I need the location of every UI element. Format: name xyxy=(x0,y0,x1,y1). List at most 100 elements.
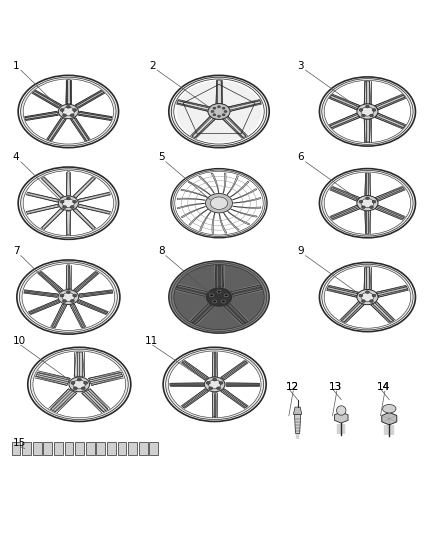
Ellipse shape xyxy=(222,300,226,303)
Polygon shape xyxy=(71,118,89,141)
Ellipse shape xyxy=(205,193,233,213)
Ellipse shape xyxy=(60,294,64,297)
Ellipse shape xyxy=(319,168,416,238)
Polygon shape xyxy=(219,81,260,111)
Text: 7: 7 xyxy=(13,246,20,256)
Polygon shape xyxy=(176,285,207,297)
Polygon shape xyxy=(224,303,247,324)
Polygon shape xyxy=(364,173,371,196)
Polygon shape xyxy=(221,389,247,408)
Ellipse shape xyxy=(336,406,346,415)
Polygon shape xyxy=(39,272,63,292)
Polygon shape xyxy=(330,113,360,128)
Polygon shape xyxy=(294,414,301,433)
Polygon shape xyxy=(73,177,95,198)
Polygon shape xyxy=(36,372,70,385)
Ellipse shape xyxy=(362,300,365,302)
Ellipse shape xyxy=(324,172,411,235)
Polygon shape xyxy=(375,187,405,201)
Polygon shape xyxy=(223,173,226,193)
Ellipse shape xyxy=(206,288,232,306)
Ellipse shape xyxy=(357,104,378,119)
Polygon shape xyxy=(191,303,214,324)
Polygon shape xyxy=(33,91,61,108)
Polygon shape xyxy=(330,205,360,220)
Bar xyxy=(22,442,31,455)
Text: 10: 10 xyxy=(13,336,26,346)
Ellipse shape xyxy=(18,167,119,239)
Ellipse shape xyxy=(21,169,116,238)
Ellipse shape xyxy=(84,382,88,384)
Ellipse shape xyxy=(382,405,396,413)
Ellipse shape xyxy=(73,109,77,111)
Ellipse shape xyxy=(17,260,120,334)
Ellipse shape xyxy=(60,109,64,111)
Ellipse shape xyxy=(67,197,70,200)
Ellipse shape xyxy=(78,378,81,381)
Polygon shape xyxy=(341,302,364,322)
Ellipse shape xyxy=(71,382,75,384)
Ellipse shape xyxy=(206,382,210,384)
Ellipse shape xyxy=(372,294,376,297)
Polygon shape xyxy=(212,352,217,376)
Ellipse shape xyxy=(70,206,74,208)
Ellipse shape xyxy=(319,262,416,332)
Ellipse shape xyxy=(73,200,77,203)
Polygon shape xyxy=(188,182,211,195)
Ellipse shape xyxy=(19,262,117,332)
Polygon shape xyxy=(26,204,58,214)
Text: 15: 15 xyxy=(13,438,26,448)
Polygon shape xyxy=(170,383,203,386)
Polygon shape xyxy=(223,213,240,230)
Polygon shape xyxy=(219,214,227,233)
Bar xyxy=(54,442,63,455)
Ellipse shape xyxy=(222,114,225,116)
Polygon shape xyxy=(66,265,71,289)
Polygon shape xyxy=(227,211,250,225)
Polygon shape xyxy=(189,209,208,225)
Polygon shape xyxy=(67,172,70,195)
Polygon shape xyxy=(227,176,238,195)
Text: 11: 11 xyxy=(145,336,158,346)
Polygon shape xyxy=(74,272,98,292)
Polygon shape xyxy=(212,392,217,417)
Polygon shape xyxy=(177,203,205,209)
Polygon shape xyxy=(364,119,371,142)
Ellipse shape xyxy=(213,107,216,109)
Ellipse shape xyxy=(218,115,220,117)
Polygon shape xyxy=(52,304,67,328)
Polygon shape xyxy=(330,95,360,110)
Polygon shape xyxy=(182,389,208,408)
Polygon shape xyxy=(88,372,123,385)
Ellipse shape xyxy=(361,107,374,116)
Text: 14: 14 xyxy=(377,382,390,392)
Text: 13: 13 xyxy=(329,382,342,392)
Polygon shape xyxy=(73,209,95,229)
Text: 5: 5 xyxy=(158,152,165,163)
Polygon shape xyxy=(327,286,359,297)
Ellipse shape xyxy=(213,114,216,116)
Polygon shape xyxy=(26,193,58,202)
Polygon shape xyxy=(211,173,219,193)
Ellipse shape xyxy=(205,377,225,392)
Polygon shape xyxy=(226,383,259,386)
Bar xyxy=(75,442,84,455)
Ellipse shape xyxy=(218,106,220,108)
Ellipse shape xyxy=(359,200,363,203)
Ellipse shape xyxy=(63,300,67,302)
Polygon shape xyxy=(364,81,371,104)
Text: 3: 3 xyxy=(297,61,304,71)
Ellipse shape xyxy=(81,387,85,390)
Polygon shape xyxy=(181,189,207,197)
Polygon shape xyxy=(364,211,371,233)
Polygon shape xyxy=(48,118,66,141)
Ellipse shape xyxy=(58,196,78,211)
Ellipse shape xyxy=(217,290,221,293)
Polygon shape xyxy=(364,267,371,289)
Bar xyxy=(118,442,126,455)
Ellipse shape xyxy=(322,171,413,236)
Ellipse shape xyxy=(222,107,225,109)
Ellipse shape xyxy=(372,109,376,111)
Bar xyxy=(96,442,105,455)
Ellipse shape xyxy=(175,172,263,235)
